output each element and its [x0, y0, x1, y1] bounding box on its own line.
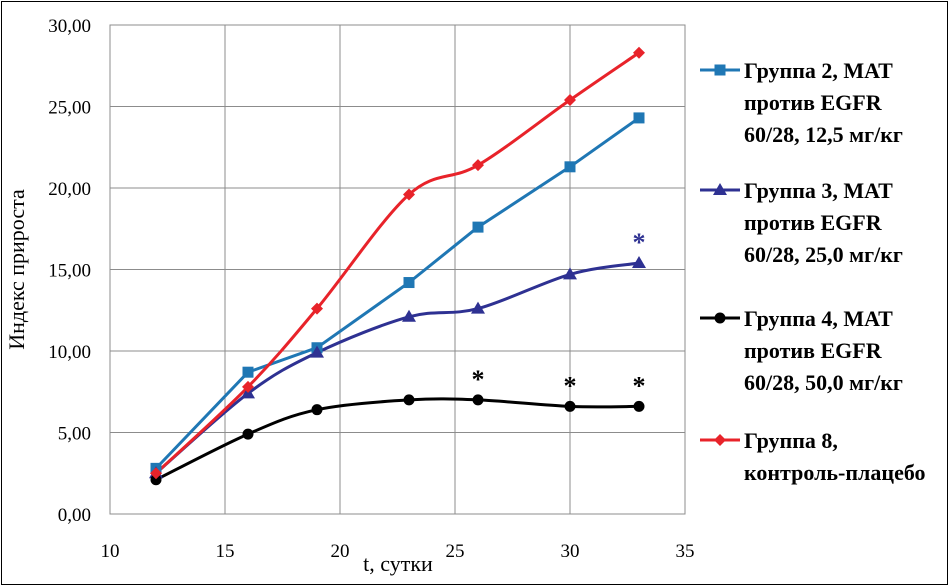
x-tick-label: 30: [561, 541, 580, 562]
legend-label-group-4: Группа 4, МАТ: [744, 306, 893, 331]
y-tick-label: 20,00: [48, 179, 91, 200]
data-point-group-2: [472, 221, 484, 233]
data-point-group-4: [150, 474, 162, 486]
legend-marker-group-8: [714, 434, 726, 446]
data-point-group-8: [633, 46, 645, 59]
y-tick-label: 25,00: [48, 98, 91, 119]
x-tick-label: 10: [101, 541, 120, 562]
legend-marker-group-3: [713, 183, 727, 195]
data-point-group-2: [403, 277, 415, 289]
significance-marker: *: [633, 371, 646, 400]
significance-marker: *: [564, 371, 577, 400]
legend-label-group-2: Группа 2, МАТ: [744, 58, 893, 83]
data-point-group-4: [311, 404, 323, 416]
x-tick-label: 35: [676, 541, 695, 562]
legend-marker-group-4: [714, 312, 726, 324]
legend-label-group-3: 60/28, 25,0 мг/кг: [744, 242, 903, 267]
y-tick-label: 30,00: [48, 16, 91, 37]
data-point-group-3: [471, 301, 485, 314]
data-point-group-2: [564, 161, 576, 173]
y-tick-label: 15,00: [48, 261, 91, 282]
data-point-group-4: [472, 394, 484, 406]
legend-label-group-2: против EGFR: [744, 90, 883, 115]
data-point-group-8: [311, 302, 323, 315]
x-axis-title: t, сутки: [363, 551, 433, 576]
data-point-group-8: [472, 159, 484, 172]
y-tick-label: 5,00: [58, 424, 91, 445]
x-tick-label: 20: [331, 541, 350, 562]
y-tick-label: 0,00: [58, 505, 91, 526]
y-axis-title: Индекс прироста: [4, 189, 29, 350]
significance-marker: *: [633, 228, 646, 257]
data-point-group-4: [403, 394, 415, 406]
legend-label-group-8: контроль-плацебо: [744, 460, 926, 485]
data-point-group-8: [403, 188, 415, 201]
data-point-group-3: [563, 267, 577, 280]
plot-border: [109, 24, 686, 515]
legend-label-group-2: 60/28, 12,5 мг/кг: [744, 122, 903, 147]
y-tick-label: 10,00: [48, 342, 91, 363]
legend-label-group-3: Группа 3, МАТ: [744, 178, 893, 203]
legend-label-group-3: против EGFR: [744, 210, 883, 235]
x-tick-label: 15: [216, 541, 235, 562]
data-point-group-3: [632, 255, 646, 268]
data-point-group-4: [564, 400, 576, 412]
data-point-group-2: [242, 366, 254, 378]
significance-marker: *: [472, 365, 485, 394]
legend-label-group-8: Группа 8,: [744, 428, 838, 453]
data-point-group-8: [564, 93, 576, 106]
data-point-group-4: [633, 400, 645, 412]
x-tick-label: 25: [446, 541, 465, 562]
data-point-group-3: [310, 345, 324, 358]
legend-marker-group-2: [714, 64, 726, 76]
legend-label-group-4: против EGFR: [744, 338, 883, 363]
data-point-group-4: [242, 428, 254, 440]
data-point-group-2: [633, 112, 645, 124]
data-point-group-8: [150, 467, 162, 480]
data-point-group-3: [402, 309, 416, 322]
data-point-group-8: [242, 380, 254, 393]
legend-label-group-4: 60/28, 50,0 мг/кг: [744, 370, 903, 395]
